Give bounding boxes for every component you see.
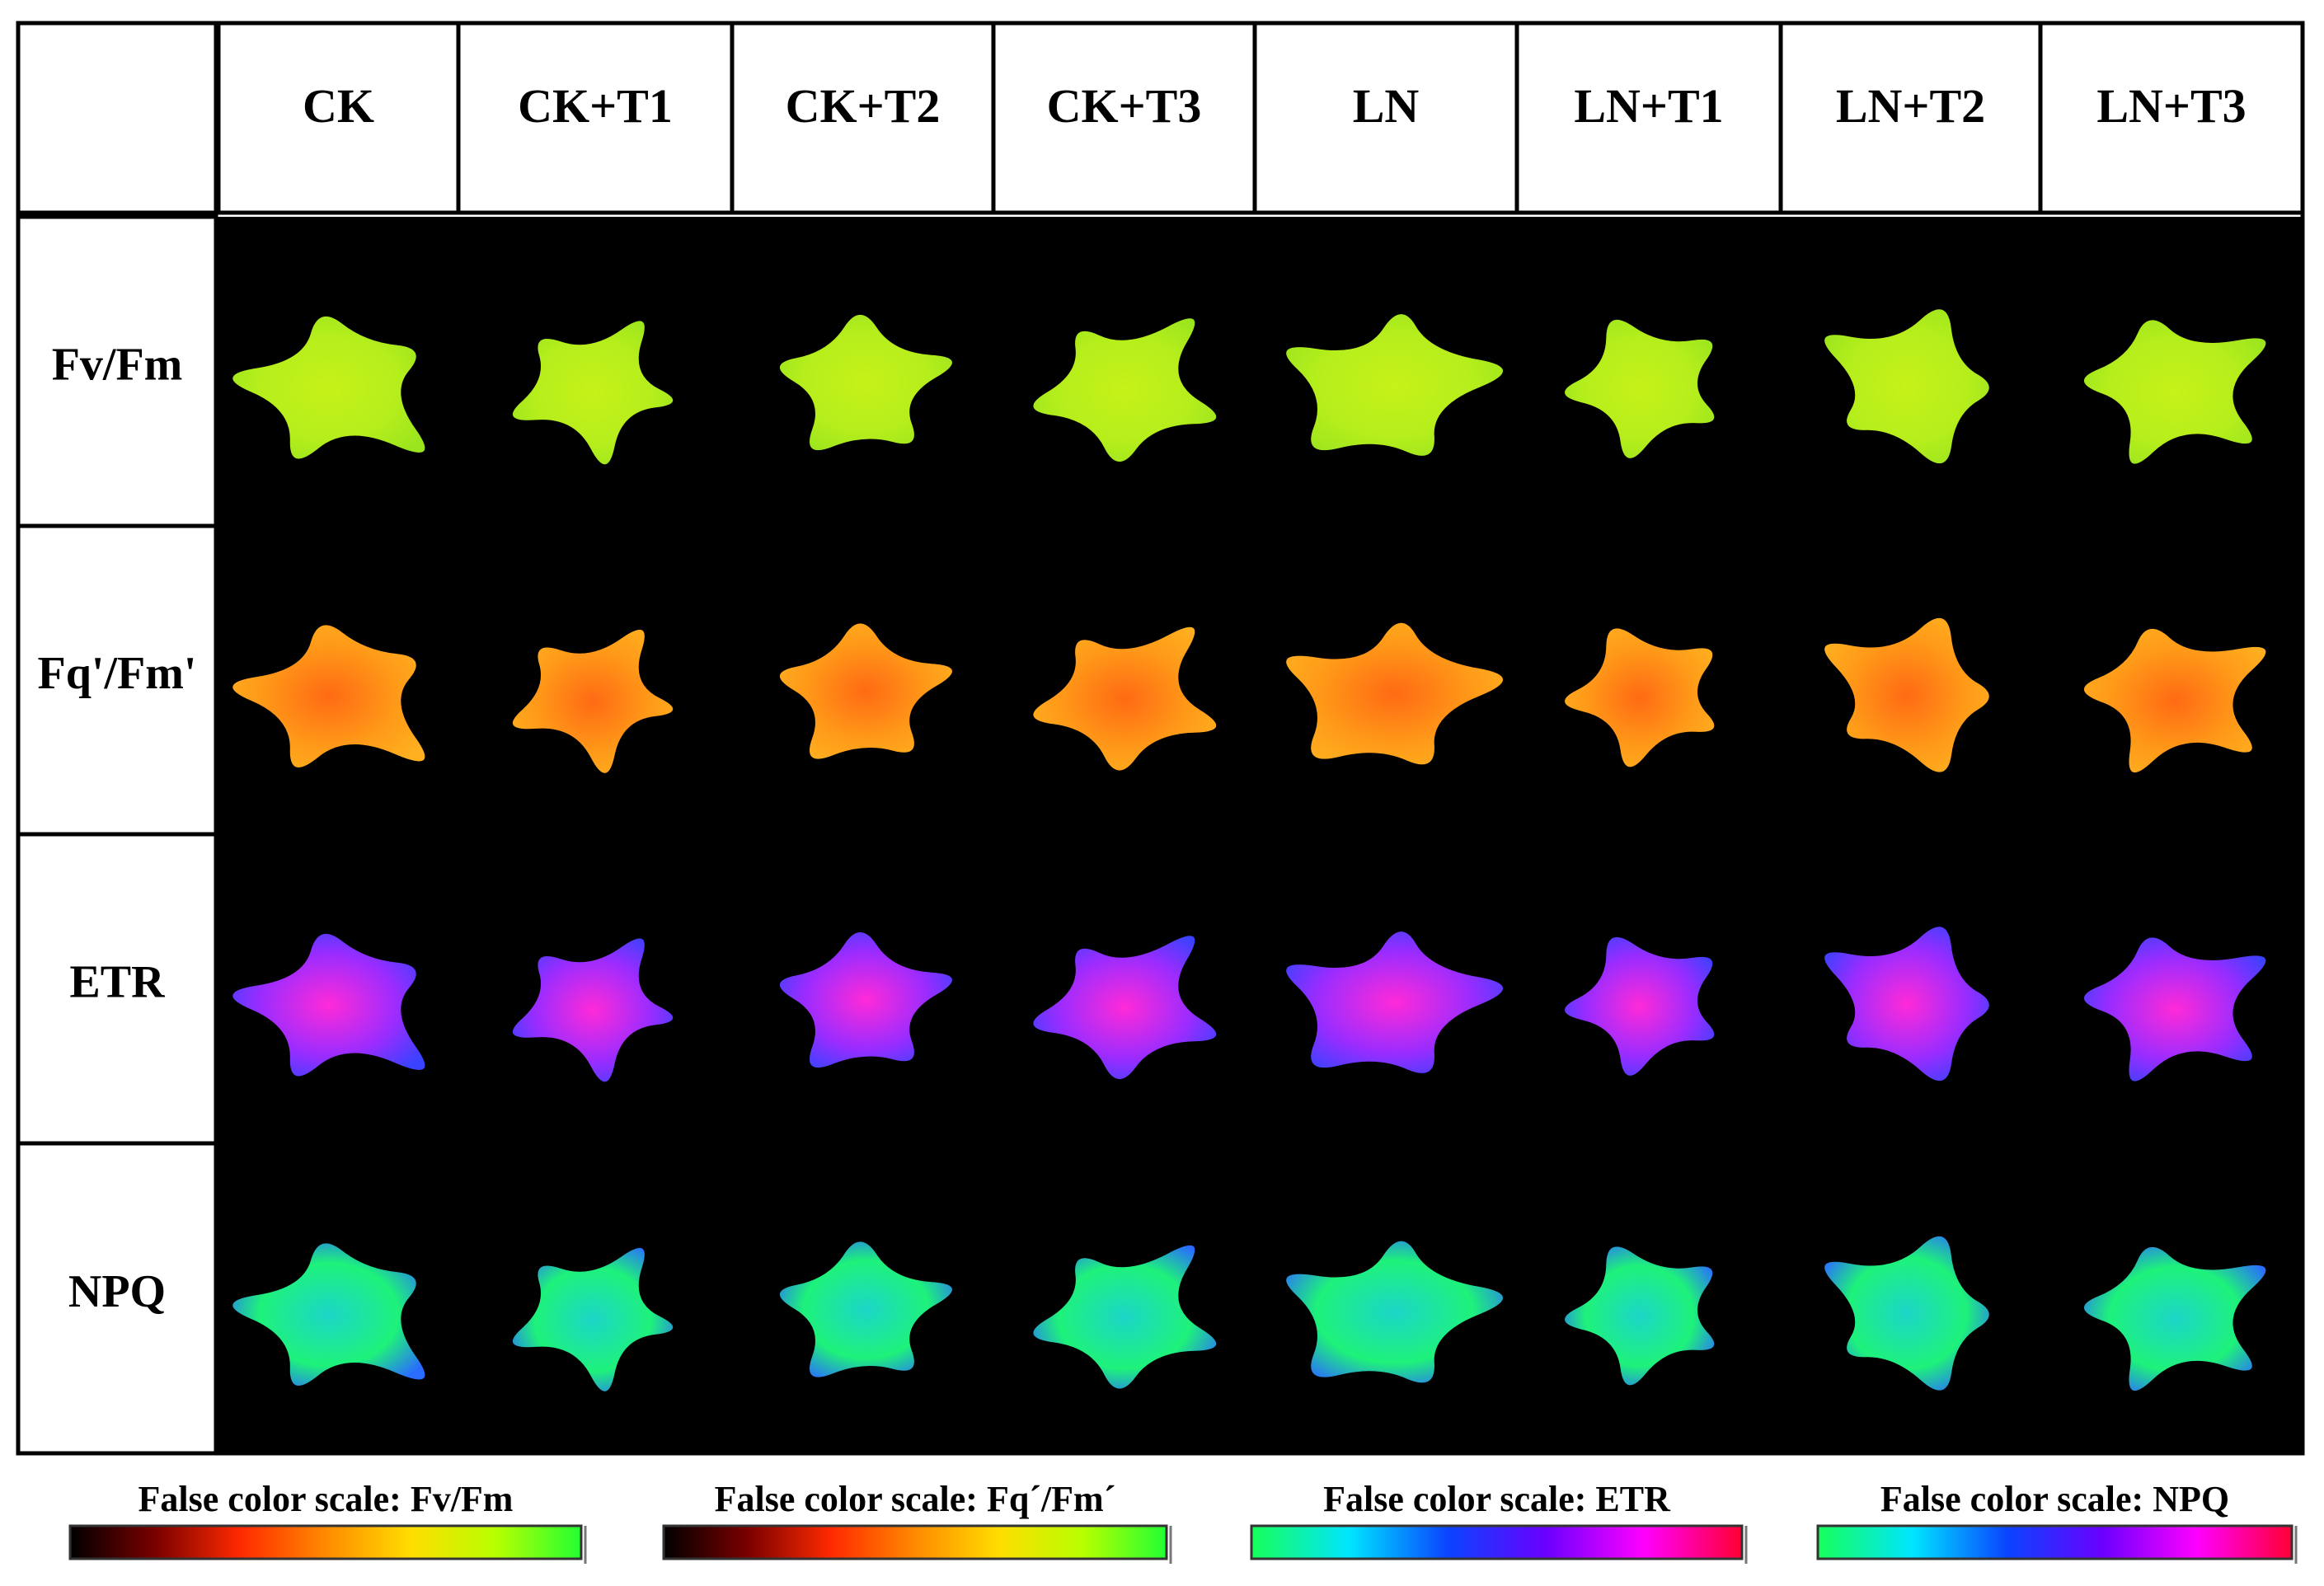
leaf-image [1824,309,1989,464]
outer-frame [16,21,2305,1456]
leaf-image [232,1243,425,1386]
leaf-image [1286,622,1504,765]
column-label: CK+T3 [1047,79,1202,133]
leaf-image [1033,626,1217,771]
leaf-images [232,309,2266,1391]
leaf-image [1824,927,1989,1082]
column-label: CK [303,79,374,133]
color-scale-bar [1816,1524,2293,1560]
column-label: CK+T2 [786,79,941,133]
color-scale-bar [1250,1524,1744,1560]
column-label: CK+T1 [518,79,673,133]
row-headers: Fv/Fm Fq'/Fm' ETR NPQ [38,340,197,1318]
leaf-image [1565,936,1715,1076]
leaf-image [1286,314,1504,456]
row-label: ETR [69,957,165,1008]
leaf-image [1565,628,1715,767]
false-color-scales: False color scale: Fv/Fm False color scal… [68,1479,2298,1564]
leaf-image [779,623,952,759]
scale-title: False color scale: Fq´/Fm´ [715,1479,1116,1519]
scale-title: False color scale: ETR [1323,1479,1671,1519]
leaf-image [2083,1246,2266,1391]
leaf-image [1286,931,1504,1073]
leaf-image [779,931,952,1068]
row-label: NPQ [68,1266,166,1317]
leaf-image [1565,1246,1715,1386]
column-headers: CK CK+T1 CK+T2 CK+T3 LN LN+T1 LN+T2 LN+T3 [303,79,2247,133]
table-grid [16,21,2305,1456]
leaf-image [512,938,674,1082]
leaf-image [512,1247,674,1391]
leaf-image [1286,1241,1504,1383]
leaf-image [2083,937,2266,1082]
column-label: LN [1353,79,1420,133]
leaf-image [512,321,674,465]
leaf-image [512,629,674,773]
color-scale-bar [68,1524,583,1560]
leaf-image [1033,318,1217,462]
leaf-image [1824,617,1989,772]
leaf-image [232,316,425,459]
scale-title: False color scale: Fv/Fm [139,1479,514,1519]
leaf-image [232,933,425,1077]
row-label: Fv/Fm [52,340,183,391]
scale-title: False color scale: NPQ [1880,1479,2229,1519]
leaf-image [1824,1236,1989,1391]
leaf-image [1033,936,1217,1080]
leaf-image [2083,320,2266,464]
leaf-image [2083,628,2266,773]
leaf-image [779,1241,952,1377]
leaf-image [1565,319,1715,458]
leaf-image [779,314,952,451]
column-label: LN+T1 [1574,79,1723,133]
leaf-image [232,625,425,767]
row-label: Fq'/Fm' [38,648,197,699]
column-label: LN+T3 [2096,79,2246,133]
column-label: LN+T2 [1836,79,1985,133]
leaf-image [1033,1245,1217,1389]
color-scale-bar [662,1524,1168,1560]
